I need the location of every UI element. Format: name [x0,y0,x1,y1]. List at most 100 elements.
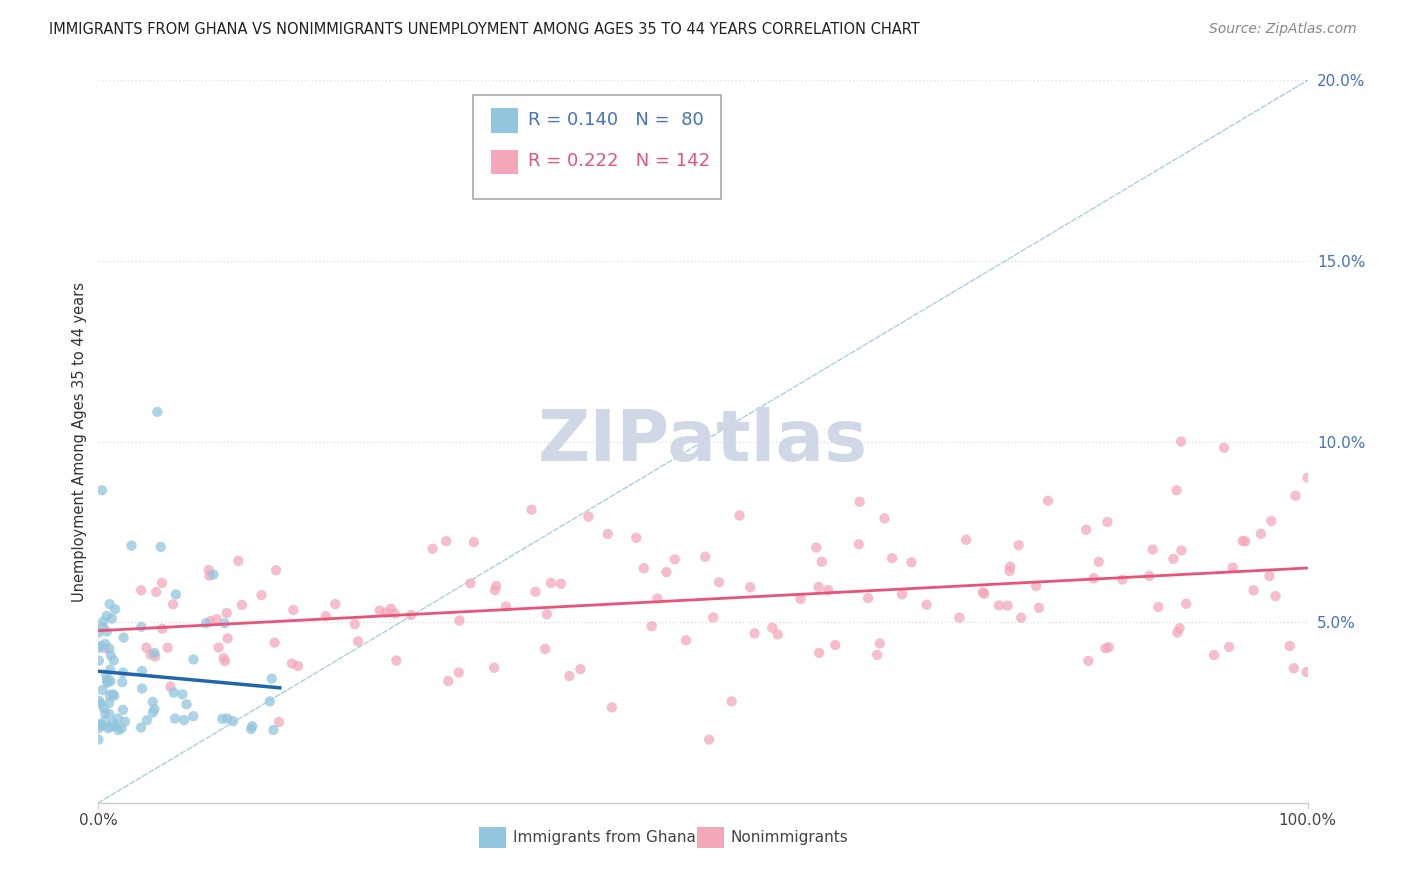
Point [120,539,142,553]
Point [789,591,811,606]
Point [1278,639,1301,653]
Text: Source: ZipAtlas.com: Source: ZipAtlas.com [1209,22,1357,37]
FancyBboxPatch shape [492,150,517,174]
Point [143,649,166,664]
Point [1025,579,1047,593]
Point [87,732,110,747]
Point [728,508,751,523]
Point [111,675,134,690]
Point [90,639,112,653]
Point [143,702,166,716]
Point [873,511,896,525]
Point [550,576,572,591]
Point [808,646,831,660]
Point [1166,483,1188,498]
Point [720,694,742,708]
Point [172,687,194,701]
Point [250,588,273,602]
Point [1137,569,1160,583]
Point [997,599,1019,613]
Point [626,531,648,545]
Point [1170,543,1192,558]
Point [1076,523,1098,537]
Point [1260,514,1282,528]
Point [98,597,121,611]
Point [1213,441,1236,455]
Point [94,641,117,656]
Point [998,564,1021,578]
Point [283,603,305,617]
Point [315,609,337,624]
Point [142,706,165,720]
Point [181,709,204,723]
Point [697,732,720,747]
Point [162,597,184,611]
Point [202,567,225,582]
Point [91,620,114,634]
Point [91,483,114,498]
Point [200,614,222,628]
Point [600,700,623,714]
Point [135,640,157,655]
Point [96,673,118,687]
Point [972,585,994,599]
Point [98,707,121,722]
FancyBboxPatch shape [474,95,721,200]
Point [222,714,245,728]
Point [101,611,124,625]
Point [98,641,121,656]
Point [281,657,304,671]
Point [165,587,187,601]
Point [215,606,238,620]
Y-axis label: Unemployment Among Ages 35 to 44 years: Unemployment Among Ages 35 to 44 years [72,282,87,601]
Point [1296,471,1319,485]
Point [198,568,221,582]
Point [1087,555,1109,569]
Point [100,720,122,734]
Point [267,714,290,729]
Point [449,614,471,628]
Point [145,585,167,599]
Point [91,683,114,698]
Point [848,494,870,508]
Point [1222,560,1244,574]
Point [1097,515,1119,529]
Point [1028,600,1050,615]
Point [1163,552,1185,566]
Point [149,540,172,554]
Point [212,651,235,665]
Point [1094,641,1116,656]
Point [323,597,346,611]
Point [259,694,281,708]
FancyBboxPatch shape [697,828,724,847]
Point [96,675,118,690]
Point [231,598,253,612]
Point [817,583,839,598]
Point [385,654,408,668]
Point [150,575,173,590]
Point [100,673,122,688]
Point [534,641,557,656]
Point [98,696,121,710]
Text: ZIPatlas: ZIPatlas [538,407,868,476]
Point [143,646,166,660]
Text: R = 0.140   N =  80: R = 0.140 N = 80 [527,111,703,129]
Point [1234,534,1257,549]
Point [131,620,153,634]
Point [1111,573,1133,587]
Point [94,706,117,721]
Point [214,654,236,668]
Point [217,632,239,646]
Point [87,640,110,655]
Point [744,626,766,640]
Point [988,599,1011,613]
Point [998,559,1021,574]
Point [91,719,114,733]
Point [103,689,125,703]
Point [110,722,132,736]
Text: IMMIGRANTS FROM GHANA VS NONIMMIGRANTS UNEMPLOYMENT AMONG AGES 35 TO 44 YEARS CO: IMMIGRANTS FROM GHANA VS NONIMMIGRANTS U… [49,22,920,37]
Point [434,534,457,549]
Point [87,625,110,640]
FancyBboxPatch shape [492,109,517,133]
Point [107,711,129,725]
